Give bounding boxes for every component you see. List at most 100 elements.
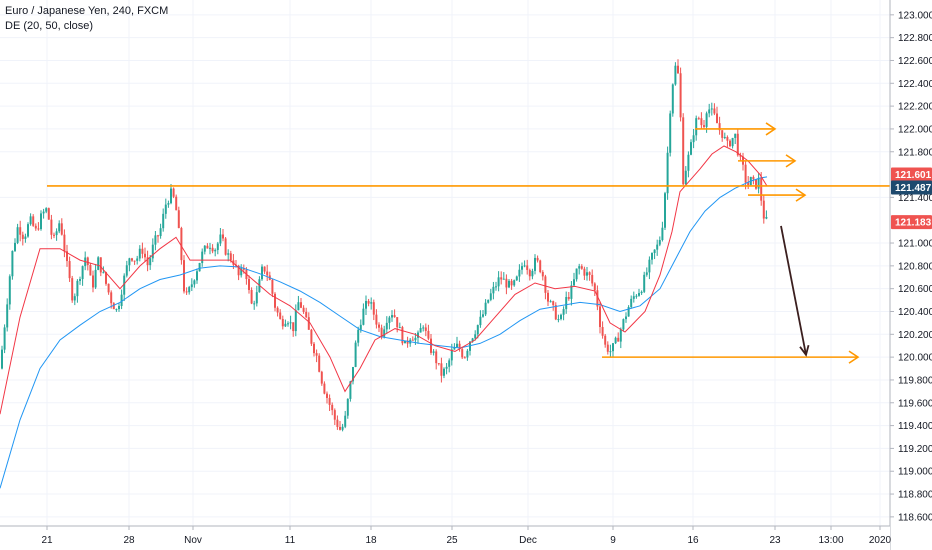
candle-down xyxy=(580,266,583,269)
candle-down xyxy=(37,228,40,230)
candle-up xyxy=(674,65,677,85)
price-badge xyxy=(891,167,932,182)
candle-down xyxy=(180,228,183,261)
candle-up xyxy=(81,266,84,280)
candle-down xyxy=(528,269,531,277)
price-badge-label: 121.601 xyxy=(895,170,932,181)
candle-up xyxy=(671,84,674,114)
candle-up xyxy=(214,249,217,252)
candle-down xyxy=(318,355,321,372)
price-tick-label: 120.400 xyxy=(898,307,932,318)
candle-down xyxy=(505,278,508,288)
candle-up xyxy=(370,302,373,304)
candle-up xyxy=(193,280,196,285)
candle-down xyxy=(461,349,464,358)
price-tick-label: 121.000 xyxy=(898,239,932,250)
candle-up xyxy=(669,113,672,153)
level-arrowhead xyxy=(848,350,860,364)
candle-up xyxy=(398,327,401,329)
candle-up xyxy=(255,292,258,304)
candle-up xyxy=(653,249,656,254)
symbol-title: Euro / Japanese Yen, 240, FXCM xyxy=(5,5,169,17)
candle-up xyxy=(575,268,578,280)
price-tick-label: 118.600 xyxy=(898,512,932,523)
candle-up xyxy=(638,293,640,296)
time-tick-label: 18 xyxy=(365,535,377,546)
candle-up xyxy=(344,415,347,427)
candle-down xyxy=(599,306,601,328)
candle-down xyxy=(697,118,700,120)
candle-down xyxy=(539,260,542,272)
candle-up xyxy=(388,317,391,323)
candle-down xyxy=(224,238,227,255)
candle-up xyxy=(630,298,633,308)
candle-down xyxy=(71,278,74,301)
candle-up xyxy=(8,276,11,305)
candle-down xyxy=(367,301,370,304)
candle-down xyxy=(271,279,274,294)
candle-down xyxy=(333,410,336,420)
candle-up xyxy=(521,266,523,270)
candle-up xyxy=(391,315,393,318)
candle-down xyxy=(276,307,279,313)
candle-up xyxy=(404,340,406,344)
candle-up xyxy=(198,263,201,272)
candle-up xyxy=(534,257,536,271)
candle-up xyxy=(164,204,167,214)
candle-down xyxy=(211,247,214,252)
candle-up xyxy=(125,265,128,276)
candle-down xyxy=(107,283,110,293)
candle-down xyxy=(601,327,604,336)
time-tick-label: 2020 xyxy=(869,535,892,546)
candle-up xyxy=(6,304,9,328)
candle-up xyxy=(640,291,643,294)
candle-up xyxy=(385,322,388,330)
price-axis: 123.000 122.800 122.600 122.400 122.200 122.0… xyxy=(890,10,932,523)
candle-down xyxy=(588,272,591,275)
candle-down xyxy=(700,118,703,126)
candle-down xyxy=(739,155,742,157)
candle-down xyxy=(726,136,729,141)
ema-slow-line xyxy=(0,176,768,489)
price-tick-label: 122.000 xyxy=(898,124,932,135)
candle-up xyxy=(383,329,386,337)
price-tick-label: 122.600 xyxy=(898,56,932,67)
candle-up xyxy=(357,329,360,343)
candle-up xyxy=(487,299,490,303)
candle-down xyxy=(339,426,341,430)
candle-down xyxy=(222,234,224,239)
candle-up xyxy=(162,213,165,229)
candle-up xyxy=(24,236,27,239)
candle-down xyxy=(752,176,755,180)
candle-up xyxy=(705,113,708,127)
candle-down xyxy=(677,65,679,74)
time-axis-background xyxy=(0,526,890,550)
candle-up xyxy=(29,216,32,225)
candle-down xyxy=(63,234,66,252)
candle-down xyxy=(729,140,731,147)
price-tick-label: 123.000 xyxy=(898,10,932,21)
candle-up xyxy=(479,316,482,326)
candle-down xyxy=(323,383,326,394)
price-tick-label: 119.000 xyxy=(898,467,932,478)
candle-down xyxy=(292,322,295,332)
candle-up xyxy=(201,251,204,264)
candle-up xyxy=(456,343,458,348)
candle-up xyxy=(11,250,14,277)
candle-up xyxy=(692,135,695,143)
candle-up xyxy=(612,343,614,352)
candle-down xyxy=(307,317,310,330)
candle-up xyxy=(625,316,627,320)
candle-down xyxy=(541,271,544,277)
candle-down xyxy=(105,272,107,284)
price-badge xyxy=(891,215,932,230)
price-tick-label: 122.800 xyxy=(898,33,932,44)
candle-down xyxy=(437,363,440,365)
candle-up xyxy=(94,269,97,288)
chart-legend: Euro / Japanese Yen, 240, FXCM DE (20, 5… xyxy=(5,4,168,34)
candle-up xyxy=(765,216,768,219)
candle-down xyxy=(591,274,594,284)
candle-up xyxy=(284,323,287,327)
candle-down xyxy=(34,225,37,229)
